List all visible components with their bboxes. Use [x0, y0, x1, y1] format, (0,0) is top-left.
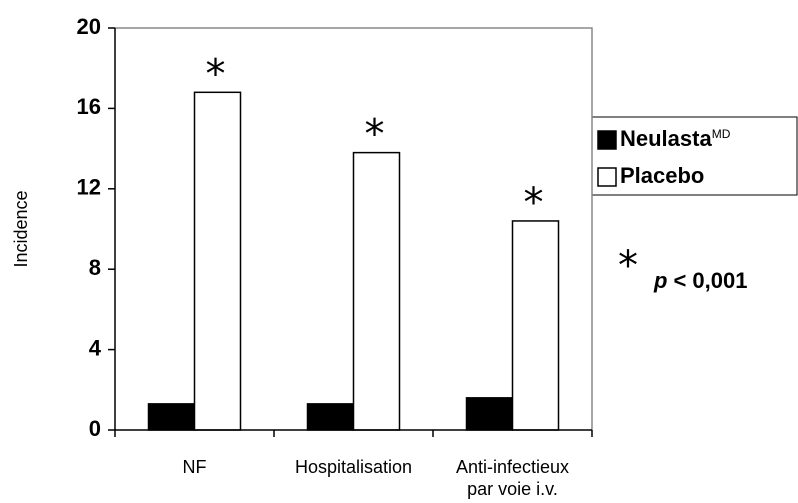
- x-tick-label-line: par voie i.v.: [467, 479, 558, 499]
- x-tick-label: NF: [183, 457, 207, 477]
- significance-marker: *: [365, 112, 385, 158]
- bar: [306, 403, 355, 431]
- x-tick-label-line: Anti-infectieux: [456, 457, 569, 477]
- legend-swatch: [597, 130, 617, 150]
- legend-label: NeulastaMD: [620, 126, 731, 151]
- x-tick-label-line: Hospitalisation: [295, 457, 412, 477]
- y-tick-label: 4: [89, 335, 102, 360]
- x-tick-label-line: NF: [183, 457, 207, 477]
- p-value-note: p < 0,001: [653, 268, 747, 293]
- legend-superscript: MD: [712, 127, 731, 141]
- legend-label: Placebo: [620, 163, 704, 188]
- significance-marker: *: [206, 51, 226, 97]
- plot-frame: [115, 27, 593, 430]
- p-value: < 0,001: [673, 268, 747, 293]
- y-tick-label: 16: [77, 94, 101, 119]
- y-tick-label: 8: [89, 255, 101, 280]
- legend-swatch: [597, 167, 617, 187]
- y-tick-label: 20: [77, 14, 101, 39]
- x-tick-label: Anti-infectieux par voie i.v.: [456, 457, 569, 499]
- bar: [147, 403, 196, 431]
- bar: [193, 91, 242, 431]
- y-axis-label: Incidence: [11, 190, 31, 267]
- p-label: p: [653, 268, 667, 293]
- y-tick-label: 0: [89, 416, 101, 441]
- bar: [352, 151, 401, 431]
- legend-label: Placebo: [620, 163, 704, 188]
- significance-marker: *: [618, 243, 638, 289]
- significance-marker: *: [524, 180, 544, 226]
- bar: [465, 397, 514, 431]
- x-tick-label: Hospitalisation: [295, 457, 412, 477]
- legend-label: Neulasta: [620, 126, 712, 151]
- y-tick-label: 12: [77, 175, 101, 200]
- bar: [511, 220, 560, 431]
